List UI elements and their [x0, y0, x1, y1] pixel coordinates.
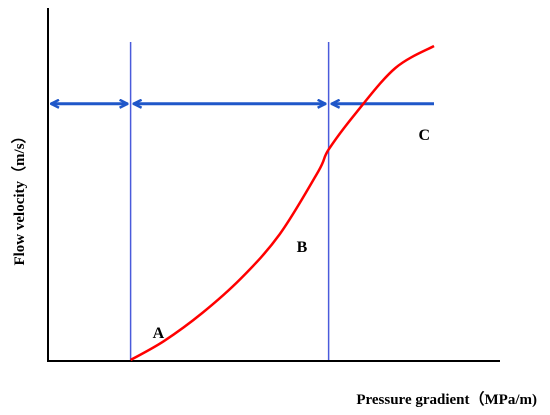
- axes: [47, 8, 500, 362]
- y-axis-label: Flow velocity（m/s）: [10, 128, 28, 265]
- point-label-b: B: [297, 239, 308, 256]
- flow-curve: [129, 44, 435, 362]
- point-labels: A B C: [153, 127, 430, 342]
- vertical-lines: [129, 42, 330, 360]
- x-axis-label: Pressure gradient（MPa/m): [356, 390, 537, 408]
- point-label-c: C: [418, 127, 430, 144]
- point-label-a: A: [153, 325, 165, 342]
